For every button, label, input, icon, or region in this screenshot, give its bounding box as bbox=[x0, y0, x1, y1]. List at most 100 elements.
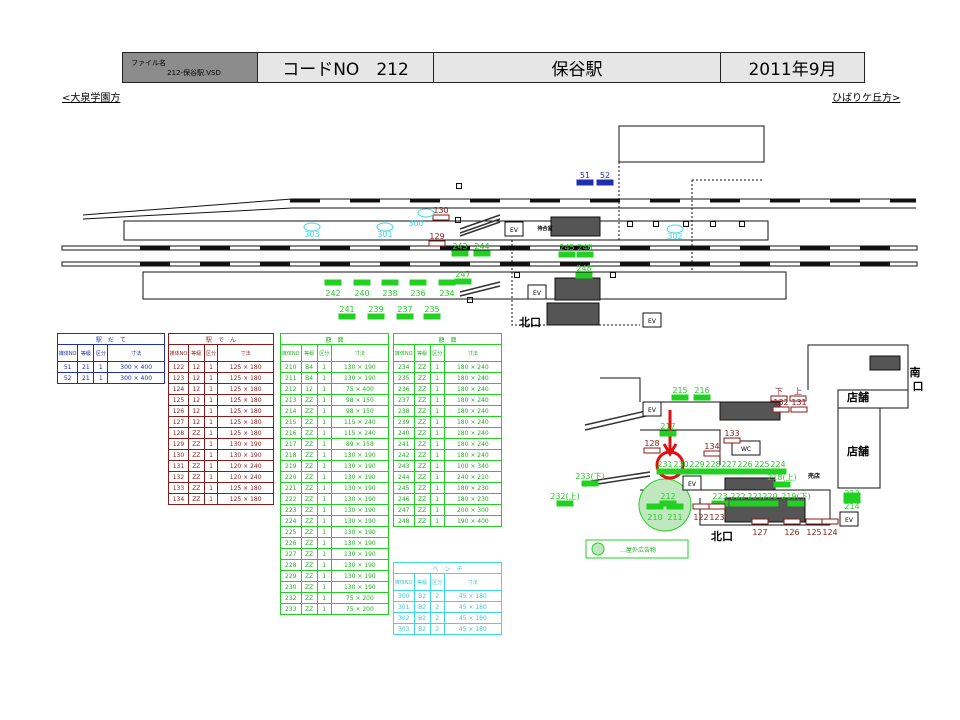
table-cell: 190 × 400 bbox=[443, 515, 503, 527]
table-cell: 120 × 240 bbox=[217, 460, 274, 472]
ad-label: 229 bbox=[689, 460, 704, 469]
table-cell: B2 bbox=[413, 623, 431, 635]
place-label: 北口 bbox=[519, 315, 541, 329]
table-cell: 240 × 210 bbox=[443, 471, 503, 483]
ad-label: 239 bbox=[368, 305, 383, 314]
table-cell: ZZ bbox=[300, 504, 318, 516]
ad-board bbox=[409, 279, 427, 286]
file-name: 212-保谷駅.VSD bbox=[167, 68, 221, 77]
table-row: 227 ZZ 1 130 × 190 bbox=[280, 548, 390, 560]
table-cell: ZZ bbox=[300, 581, 318, 593]
table-row: 216 ZZ 1 115 × 240 bbox=[280, 427, 390, 439]
table-cell: 219 bbox=[280, 460, 302, 472]
table-cell: 303 bbox=[393, 623, 415, 635]
table-cell: 1 bbox=[429, 405, 445, 417]
table-cell: 242 bbox=[393, 449, 415, 461]
table-cell: 132 bbox=[168, 471, 189, 483]
table-title: 額 面 bbox=[393, 333, 502, 345]
table-cell: 1 bbox=[203, 416, 219, 428]
table-cell: 1 bbox=[203, 449, 219, 461]
table-cell: ZZ bbox=[413, 438, 431, 450]
table-cell: 230 bbox=[280, 581, 302, 593]
ad-label: 126 bbox=[784, 528, 799, 537]
elevator-box bbox=[642, 401, 662, 417]
table-row: 303 B2 2 45 × 180 bbox=[393, 623, 503, 635]
table-cell: 134 bbox=[168, 493, 189, 505]
table-cell: ZZ bbox=[413, 405, 431, 417]
table-cell: 45 × 180 bbox=[443, 623, 503, 635]
table-cell: 12 bbox=[187, 383, 205, 395]
ad-board bbox=[432, 214, 450, 221]
pillar-icon bbox=[739, 221, 745, 227]
pillar-icon bbox=[610, 272, 616, 278]
table-row: 126 12 1 125 × 180 bbox=[168, 405, 274, 417]
ad-label: 218(上) bbox=[767, 473, 797, 482]
table-cell: ZZ bbox=[413, 361, 431, 373]
table-cell: ZZ bbox=[300, 427, 318, 439]
table-cell: 130 × 190 bbox=[330, 548, 390, 560]
table-cell: 125 bbox=[168, 394, 189, 406]
table-cell: 1 bbox=[316, 427, 332, 439]
table-cell: 1 bbox=[316, 460, 332, 472]
table-cell: 125 × 180 bbox=[217, 383, 274, 395]
table-cell: 1 bbox=[429, 383, 445, 395]
ad-label: 220 bbox=[762, 492, 777, 501]
ad-board bbox=[451, 250, 469, 257]
table-cell: 1 bbox=[316, 504, 332, 516]
table-cell: 1 bbox=[203, 372, 219, 384]
table-cell: ZZ bbox=[300, 603, 318, 615]
table-cell: 100 × 340 bbox=[443, 460, 503, 472]
stairs bbox=[546, 216, 901, 523]
table-cell: 12 bbox=[187, 405, 205, 417]
pillar-icon bbox=[456, 183, 462, 189]
table-cell: ZZ bbox=[413, 372, 431, 384]
direction-left-label: 大泉学園方 bbox=[70, 93, 121, 104]
table-cell: 1 bbox=[203, 427, 219, 439]
table-title: ベ ン チ bbox=[393, 562, 502, 574]
table-cell: 229 bbox=[280, 570, 302, 582]
table-cell: 214 bbox=[280, 405, 302, 417]
bench-icon bbox=[376, 222, 394, 232]
table-cell: 1 bbox=[203, 383, 219, 395]
table-row: 233 ZZ 1 75 × 200 bbox=[280, 603, 390, 615]
table-row: 131 ZZ 1 120 × 240 bbox=[168, 460, 274, 472]
column-header: 媒体NO bbox=[168, 344, 189, 362]
ad-table-2: 額 面媒体NO 等級 区分 寸法 210 B4 1 130 × 190 211 B4 1 130 × … bbox=[280, 333, 390, 615]
track-upper-edge2 bbox=[82, 207, 916, 220]
table-cell: 232 bbox=[280, 592, 302, 604]
ad-label: 128 bbox=[644, 439, 659, 448]
table-cell: 234 bbox=[393, 361, 415, 373]
table-row: 229 ZZ 1 130 × 190 bbox=[280, 570, 390, 582]
table-cell: 180 × 240 bbox=[443, 361, 503, 373]
platform-lower bbox=[142, 271, 787, 300]
table-row: 211 B4 1 130 × 190 bbox=[280, 372, 390, 384]
table-cell: 1 bbox=[429, 493, 445, 505]
table-row: 124 12 1 125 × 180 bbox=[168, 383, 274, 395]
table-cell: 45 × 180 bbox=[443, 590, 503, 602]
table-cell: ZZ bbox=[300, 526, 318, 538]
table-cell: 1 bbox=[429, 372, 445, 384]
column-header: 区分 bbox=[93, 344, 109, 362]
ad-board bbox=[773, 481, 791, 488]
column-header: 等級 bbox=[413, 344, 431, 362]
table-cell: ZZ bbox=[413, 460, 431, 472]
table-row: 302 B2 2 45 × 180 bbox=[393, 612, 503, 624]
table-row: 210 B4 1 130 × 190 bbox=[280, 361, 390, 373]
column-header: 寸法 bbox=[107, 344, 165, 362]
track-1 bbox=[61, 245, 918, 251]
direction-left: <大泉学園方 bbox=[62, 93, 121, 104]
table-cell: 1 bbox=[316, 592, 332, 604]
table-cell: 123 bbox=[168, 372, 189, 384]
table-row: 225 ZZ 1 130 × 190 bbox=[280, 526, 390, 538]
concourse-outline bbox=[600, 344, 909, 526]
table-cell: ZZ bbox=[413, 493, 431, 505]
ad-label: 234 bbox=[439, 289, 454, 298]
table-cell: 180 × 230 bbox=[443, 493, 503, 505]
ad-board bbox=[576, 251, 594, 258]
ad-board bbox=[643, 447, 661, 454]
table-cell: ZZ bbox=[413, 416, 431, 428]
ad-board bbox=[576, 179, 594, 186]
table-cell: 227 bbox=[280, 548, 302, 560]
table-row: 300 B2 2 45 × 180 bbox=[393, 590, 503, 602]
table-cell: 1 bbox=[429, 361, 445, 373]
